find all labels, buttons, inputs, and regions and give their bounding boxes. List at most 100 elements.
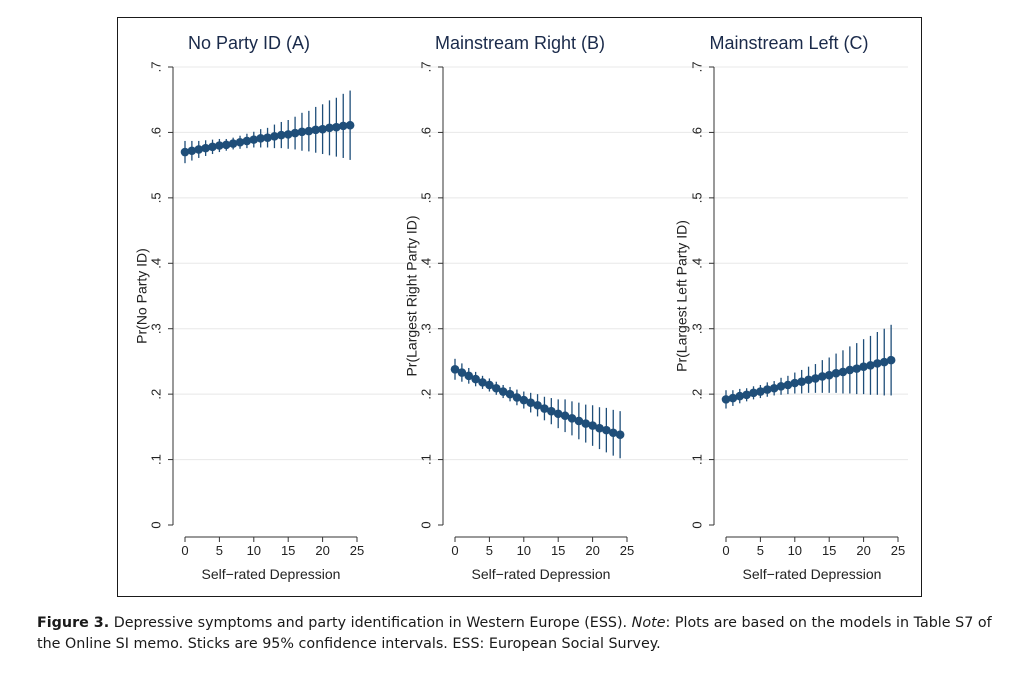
x-tick-label: 15	[551, 543, 565, 558]
data-point	[742, 390, 751, 400]
data-point	[776, 381, 786, 391]
x-tick-label: 0	[451, 543, 458, 558]
data-point	[553, 409, 563, 419]
y-tick-label: .6	[148, 127, 163, 138]
y-tick-label: .3	[148, 323, 163, 334]
data-point	[450, 364, 460, 374]
y-tick-label: .3	[418, 323, 433, 334]
x-tick-label: 10	[247, 543, 261, 558]
y-tick-label: .6	[689, 127, 704, 138]
data-point	[221, 140, 231, 150]
x-tick-label: 0	[181, 543, 188, 558]
data-point	[201, 143, 210, 153]
y-tick-label: 0	[418, 521, 433, 528]
data-point	[852, 364, 862, 373]
data-point	[478, 378, 487, 387]
data-point	[491, 383, 501, 393]
data-point	[505, 389, 515, 399]
data-point	[804, 375, 813, 385]
x-tick-label: 15	[822, 543, 836, 558]
x-tick-label: 20	[315, 543, 329, 558]
x-tick-label: 0	[722, 543, 729, 558]
data-point	[283, 130, 293, 139]
y-tick-label: .5	[689, 192, 704, 203]
panel-title: Mainstream Right (B)	[435, 33, 605, 53]
y-tick-label: .7	[418, 62, 433, 73]
data-point	[540, 404, 549, 413]
y-axis-label: Pr(No Party ID)	[134, 248, 150, 344]
panel-title: Mainstream Left (C)	[709, 33, 868, 53]
data-point	[831, 368, 841, 378]
data-point	[297, 127, 307, 137]
x-axis-label: Self−rated Depression	[202, 566, 341, 582]
data-point	[345, 120, 355, 130]
x-axis-label: Self−rated Depression	[743, 566, 882, 582]
data-point	[811, 374, 820, 383]
data-point	[332, 122, 341, 132]
data-point	[235, 137, 245, 147]
x-tick-label: 25	[350, 543, 364, 558]
data-point	[879, 357, 889, 367]
y-tick-label: .7	[148, 62, 163, 73]
data-point	[797, 377, 806, 387]
x-tick-label: 10	[517, 543, 531, 558]
data-point	[866, 361, 875, 370]
x-tick-label: 20	[856, 543, 870, 558]
data-point	[615, 430, 625, 440]
data-point	[762, 385, 772, 394]
data-point	[859, 362, 868, 371]
data-point	[485, 380, 494, 390]
data-point	[749, 388, 758, 398]
data-point	[533, 400, 542, 410]
data-point	[873, 359, 882, 368]
y-tick-label: .1	[418, 454, 433, 465]
y-tick-label: 0	[689, 521, 704, 528]
data-point	[263, 133, 272, 142]
data-point	[824, 370, 834, 380]
y-tick-label: .4	[689, 258, 704, 269]
data-point	[325, 123, 334, 133]
x-tick-label: 20	[585, 543, 599, 558]
data-point	[845, 365, 855, 375]
data-point	[464, 371, 474, 381]
data-point	[756, 387, 765, 396]
x-tick-label: 5	[486, 543, 493, 558]
data-point	[838, 367, 848, 377]
data-point	[728, 393, 738, 403]
data-point	[588, 421, 597, 430]
data-point	[581, 419, 591, 428]
x-tick-label: 5	[757, 543, 764, 558]
y-tick-label: .7	[689, 62, 704, 73]
data-point	[338, 121, 348, 131]
y-tick-label: .4	[148, 258, 163, 269]
x-tick-label: 25	[620, 543, 634, 558]
data-point	[318, 124, 327, 134]
y-tick-label: .2	[418, 389, 433, 400]
x-tick-label: 25	[891, 543, 905, 558]
y-tick-label: .6	[418, 127, 433, 138]
data-point	[769, 383, 779, 393]
y-tick-label: .2	[689, 389, 704, 400]
figure-caption: Figure 3. Depressive symptoms and party …	[37, 613, 997, 655]
data-point	[187, 146, 197, 156]
x-tick-label: 15	[281, 543, 295, 558]
y-tick-label: 0	[148, 521, 163, 528]
data-point	[547, 406, 556, 416]
y-tick-label: .3	[689, 323, 704, 334]
data-point	[602, 425, 611, 435]
y-tick-label: .4	[418, 258, 433, 269]
data-point	[194, 145, 204, 154]
data-point	[180, 147, 190, 157]
data-point	[471, 374, 480, 384]
data-point	[560, 411, 570, 421]
data-point	[228, 139, 238, 148]
data-point	[277, 130, 286, 140]
data-point	[526, 398, 535, 407]
data-point	[567, 414, 577, 423]
data-point	[783, 380, 793, 390]
data-point	[886, 355, 896, 365]
y-axis-label: Pr(Largest Left Party ID)	[674, 220, 690, 372]
caption-text-1: Depressive symptoms and party identifica…	[109, 615, 632, 631]
y-tick-label: .1	[689, 454, 704, 465]
